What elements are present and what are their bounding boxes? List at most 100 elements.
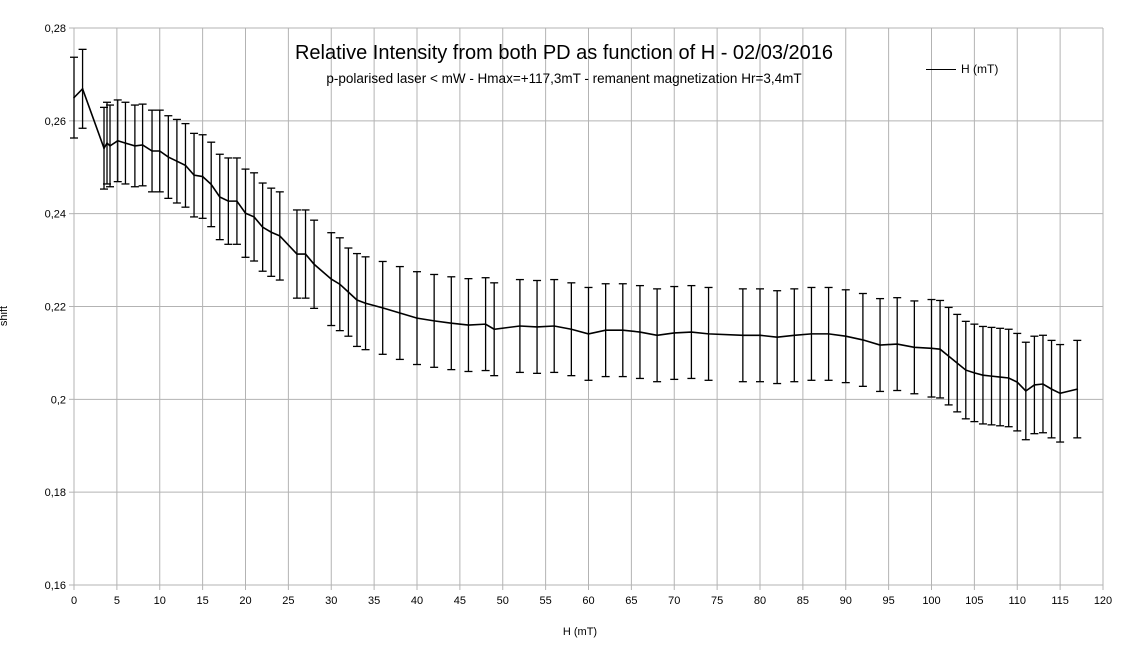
x-tick-label: 65 — [625, 595, 637, 607]
data-point — [279, 235, 281, 237]
chart-title: Relative Intensity from both PD as funct… — [294, 42, 834, 64]
data-point — [622, 329, 624, 331]
data-point — [467, 324, 470, 326]
x-tick-label: 30 — [325, 595, 337, 607]
x-tick-label: 105 — [965, 595, 983, 607]
data-point — [158, 150, 161, 152]
data-point — [484, 323, 487, 325]
data-point — [261, 226, 264, 228]
series-line — [73, 87, 1078, 395]
data-point — [1033, 384, 1036, 386]
x-tick-label: 40 — [411, 595, 423, 607]
data-point — [973, 372, 976, 374]
data-point — [990, 375, 993, 377]
x-tick-label: 95 — [883, 595, 895, 607]
legend-label: H (mT) — [961, 62, 999, 76]
y-tick-label: 0,24 — [45, 209, 66, 221]
data-point — [519, 325, 521, 327]
data-point — [1016, 381, 1019, 383]
data-point — [167, 156, 170, 158]
data-point — [913, 346, 916, 349]
data-point — [604, 329, 607, 331]
data-point — [81, 88, 84, 90]
data-point — [862, 339, 864, 341]
data-point — [570, 328, 573, 331]
data-point — [218, 196, 221, 198]
data-point — [1059, 392, 1061, 395]
data-point — [210, 183, 212, 186]
x-tick-label: 115 — [1051, 595, 1069, 607]
data-point — [339, 283, 341, 286]
data-point — [244, 212, 247, 215]
chart-subtitle: p-polarised laser < mW - Hmax=+117,3mT -… — [326, 71, 802, 86]
data-point — [536, 326, 538, 328]
data-point — [201, 175, 204, 178]
data-point — [810, 333, 813, 335]
data-point — [227, 200, 230, 202]
x-tick-label: 85 — [797, 595, 809, 607]
data-point — [330, 278, 333, 280]
x-tick-label: 60 — [582, 595, 594, 607]
x-tick-label: 5 — [114, 595, 120, 607]
data-point — [109, 145, 111, 147]
x-tick-label: 20 — [239, 595, 251, 607]
data-point — [493, 328, 495, 331]
data-point — [347, 291, 350, 293]
data-point — [141, 144, 144, 146]
data-point — [656, 334, 658, 337]
data-point — [134, 145, 136, 147]
x-tick-label: 35 — [368, 595, 380, 607]
data-point — [793, 334, 796, 337]
y-tick-label: 0,22 — [45, 302, 66, 314]
data-point — [707, 333, 710, 335]
data-point — [982, 374, 984, 376]
data-point — [356, 299, 358, 301]
data-point — [956, 362, 959, 364]
legend: H (mT) — [926, 62, 998, 76]
y-tick-label: 0,16 — [45, 580, 66, 592]
data-point — [673, 332, 676, 334]
data-point — [742, 334, 744, 337]
x-axis-label: H (mT) — [562, 626, 598, 638]
y-axis-label: shift — [0, 305, 11, 327]
data-point — [587, 333, 590, 335]
x-tick-label: 120 — [1094, 595, 1112, 607]
y-tick-label: 0,18 — [45, 487, 66, 499]
data-point — [151, 150, 153, 152]
data-point — [184, 164, 187, 167]
x-tick-label: 50 — [497, 595, 509, 607]
data-point — [939, 348, 941, 351]
data-point — [73, 96, 75, 99]
x-tick-label: 75 — [711, 595, 723, 607]
data-point — [759, 334, 761, 337]
data-point — [253, 216, 255, 218]
data-point — [176, 160, 178, 163]
data-point — [947, 355, 950, 357]
x-tick-label: 70 — [668, 595, 680, 607]
x-tick-label: 15 — [197, 595, 209, 607]
data-point — [1007, 377, 1010, 379]
data-point — [116, 139, 119, 142]
data-point — [399, 312, 401, 314]
data-point — [416, 317, 418, 319]
x-tick-label: 110 — [1008, 595, 1026, 607]
x-tick-label: 45 — [454, 595, 466, 607]
data-point — [1050, 388, 1053, 390]
data-point — [313, 263, 315, 266]
x-tick-label: 0 — [71, 595, 77, 607]
data-point — [639, 331, 641, 333]
data-point — [124, 142, 127, 144]
data-point — [103, 147, 105, 150]
data-point — [776, 336, 778, 338]
data-point — [236, 200, 238, 202]
data-point — [879, 344, 881, 346]
data-point — [106, 142, 108, 144]
data-point — [999, 376, 1001, 378]
data-point — [433, 320, 435, 322]
x-tick-label: 25 — [282, 595, 294, 607]
data-point — [193, 174, 195, 176]
x-tick-label: 100 — [922, 595, 940, 607]
data-point — [364, 302, 367, 305]
data-point — [1025, 390, 1027, 392]
